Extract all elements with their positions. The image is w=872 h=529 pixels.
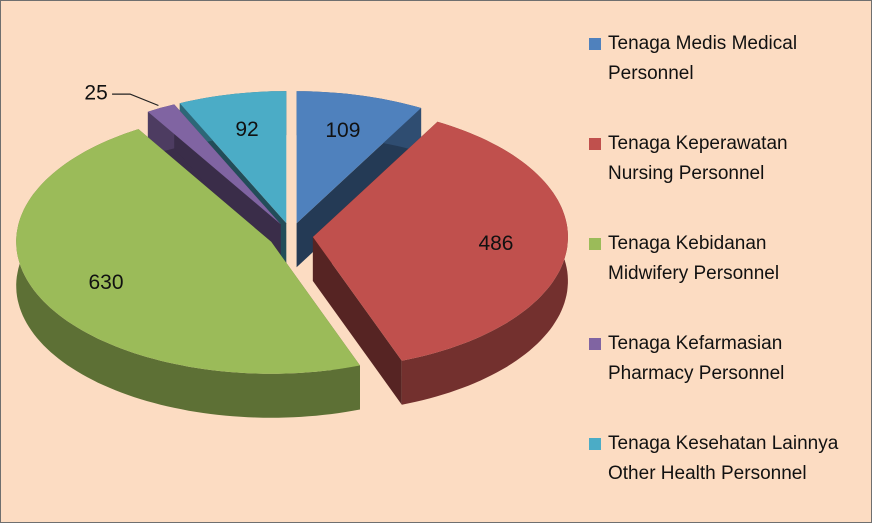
data-label: 25: [84, 82, 107, 105]
legend-swatch: [589, 238, 601, 250]
data-label: 630: [89, 271, 124, 294]
slice-wall: [312, 237, 402, 405]
legend-item: Tenaga Kebidanan Midwifery Personnel: [589, 229, 851, 289]
slice: [296, 91, 422, 224]
legend-item: Tenaga Kesehatan Lainnya Other Health Pe…: [589, 429, 851, 489]
leader-line: [112, 93, 159, 107]
legend-item: Tenaga Keperawatan Nursing Personnel: [589, 129, 851, 189]
slice: [147, 104, 281, 225]
legend-item: Tenaga Medis Medical Personnel: [589, 29, 851, 89]
slice-side: [16, 129, 360, 418]
slice: [16, 129, 360, 374]
legend-item: Tenaga Kefarmasian Pharmacy Personnel: [589, 329, 851, 389]
legend-label: Tenaga Kefarmasian Pharmacy Personnel: [608, 333, 785, 384]
data-label: 92: [235, 118, 258, 141]
legend-swatch: [589, 38, 601, 50]
data-label: 109: [325, 119, 360, 142]
legend-swatch: [589, 438, 601, 450]
slice: [312, 121, 568, 361]
legend-label: Tenaga Medis Medical Personnel: [608, 33, 798, 84]
legend-label: Tenaga Kebidanan Midwifery Personnel: [608, 233, 780, 284]
legend-label: Tenaga Keperawatan Nursing Personnel: [608, 133, 788, 184]
legend-label: Tenaga Kesehatan Lainnya Other Health Pe…: [608, 433, 839, 484]
legend: Tenaga Medis Medical Personnel Tenaga Kep…: [589, 29, 851, 529]
data-label: 486: [478, 232, 513, 255]
slice: [179, 91, 287, 224]
legend-swatch: [589, 138, 601, 150]
legend-swatch: [589, 338, 601, 350]
